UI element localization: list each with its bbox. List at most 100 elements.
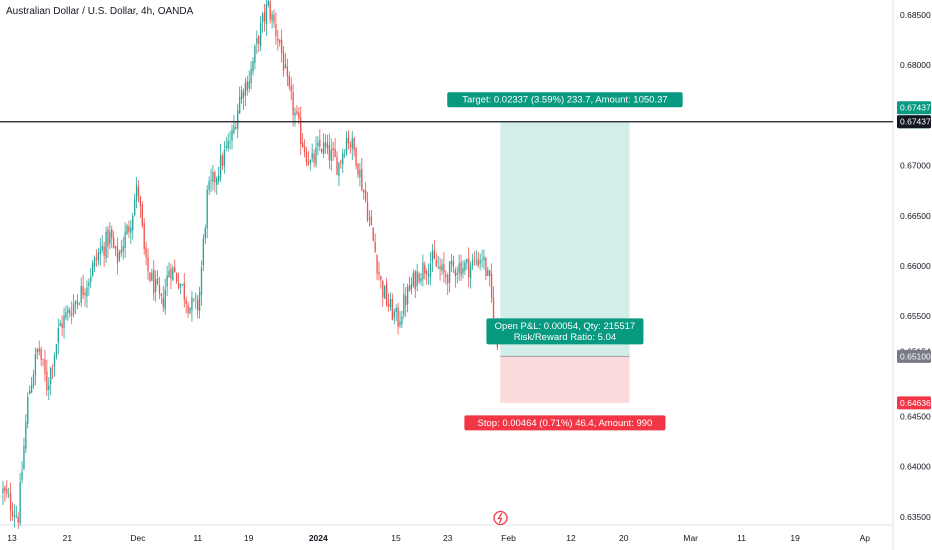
candle-body xyxy=(447,275,449,284)
candle-body xyxy=(174,267,176,272)
candle-body xyxy=(464,262,466,271)
candle-body xyxy=(61,323,63,328)
candle-body xyxy=(338,162,340,177)
svg-text:0.67437: 0.67437 xyxy=(900,117,931,127)
candle-body xyxy=(460,262,462,276)
candle-body xyxy=(343,154,346,156)
candle-body xyxy=(6,489,8,494)
candle-body xyxy=(135,184,138,201)
candle-body xyxy=(242,92,245,99)
candle-body xyxy=(269,1,271,20)
candle-body xyxy=(4,487,6,492)
candle-body xyxy=(21,471,23,480)
candle-body xyxy=(363,189,365,193)
candle-body xyxy=(124,232,126,248)
candle-body xyxy=(387,303,390,307)
candle-body xyxy=(101,245,103,251)
candle-body xyxy=(229,142,231,144)
candle-body xyxy=(179,283,182,286)
candle-body xyxy=(342,153,344,165)
candle-body xyxy=(422,262,424,280)
stop-label-text: Stop: 0.00464 (0.71%) 46.4, Amount: 990 xyxy=(478,418,653,429)
y-tick-label: 0.67000 xyxy=(900,161,931,171)
y-tick-label: 0.66000 xyxy=(900,261,931,271)
candle-body xyxy=(410,284,413,290)
stop-label[interactable]: Stop: 0.00464 (0.71%) 46.4, Amount: 990 xyxy=(464,415,666,431)
candle-body xyxy=(175,273,178,282)
candle-body xyxy=(112,237,115,248)
candle-body xyxy=(160,293,163,296)
candle-body xyxy=(51,369,54,371)
candle-body xyxy=(80,286,82,303)
candle-body xyxy=(15,515,17,517)
candle-body xyxy=(426,271,428,275)
candle-body xyxy=(397,307,399,327)
target-zone[interactable] xyxy=(500,121,630,357)
candle-body xyxy=(414,271,416,289)
candle-body xyxy=(92,263,94,276)
candle-body xyxy=(250,68,252,84)
candle-body xyxy=(412,273,415,286)
candle-body xyxy=(23,446,25,470)
candle-body xyxy=(315,147,317,165)
candle-body xyxy=(401,316,403,325)
candle-body xyxy=(382,280,384,298)
candle-body xyxy=(416,271,418,287)
x-tick-label: Ap xyxy=(860,533,871,543)
x-tick-label: 15 xyxy=(391,533,401,543)
svg-text:0.65100: 0.65100 xyxy=(900,351,931,361)
candle-body xyxy=(435,260,437,267)
y-tick-label: 0.68000 xyxy=(900,60,931,70)
pnl-label[interactable]: Open P&L: 0.00054, Qty: 215517Risk/Rewar… xyxy=(486,318,644,345)
candle-body xyxy=(13,515,16,518)
candle-body xyxy=(246,81,248,91)
candle-body xyxy=(357,163,359,175)
candle-body xyxy=(97,252,100,261)
candle-body xyxy=(162,297,164,307)
candle-body xyxy=(298,112,300,119)
pnl-label-text: Risk/Reward Ratio: 5.04 xyxy=(514,332,616,343)
candle-body xyxy=(8,494,10,496)
candle-body xyxy=(376,255,378,274)
candle-body xyxy=(212,172,214,182)
pnl-label-text: Open P&L: 0.00054, Qty: 215517 xyxy=(495,321,636,332)
candle-body xyxy=(166,275,168,287)
candle-body xyxy=(462,267,464,274)
candle-body xyxy=(172,267,174,281)
candle-body xyxy=(483,256,485,261)
candle-body xyxy=(208,181,210,190)
candle-body xyxy=(143,223,145,249)
stop-price-tag: 0.64636 xyxy=(897,396,931,410)
candle-body xyxy=(280,40,283,53)
candle-body xyxy=(128,226,130,232)
candle-body xyxy=(406,286,409,305)
candle-body xyxy=(118,252,121,261)
candle-body xyxy=(158,284,161,294)
candle-body xyxy=(76,301,79,305)
candle-body xyxy=(282,51,285,72)
candle-body xyxy=(103,246,105,256)
candle-body xyxy=(279,39,281,44)
candle-body xyxy=(487,269,489,276)
target-label[interactable]: Target: 0.02337 (3.59%) 233.7, Amount: 1… xyxy=(447,92,683,108)
candle-body xyxy=(156,278,159,285)
candle-body xyxy=(238,96,241,114)
candle-body xyxy=(181,284,184,286)
candle-body xyxy=(111,229,113,239)
candle-body xyxy=(475,261,478,263)
candle-body xyxy=(170,268,172,279)
candle-body xyxy=(489,270,491,277)
candle-body xyxy=(368,218,371,220)
candle-body xyxy=(384,285,386,299)
line-price-tag: 0.67437 xyxy=(897,115,931,129)
stop-zone[interactable] xyxy=(500,356,630,403)
candle-body xyxy=(443,263,445,273)
candle-body xyxy=(254,45,256,63)
y-tick-label: 0.64500 xyxy=(900,412,931,422)
candle-body xyxy=(29,390,31,395)
candle-body xyxy=(71,313,73,316)
svg-text:0.64636: 0.64636 xyxy=(900,398,931,408)
candle-body xyxy=(44,359,46,374)
earnings-event-icon[interactable] xyxy=(493,510,508,526)
